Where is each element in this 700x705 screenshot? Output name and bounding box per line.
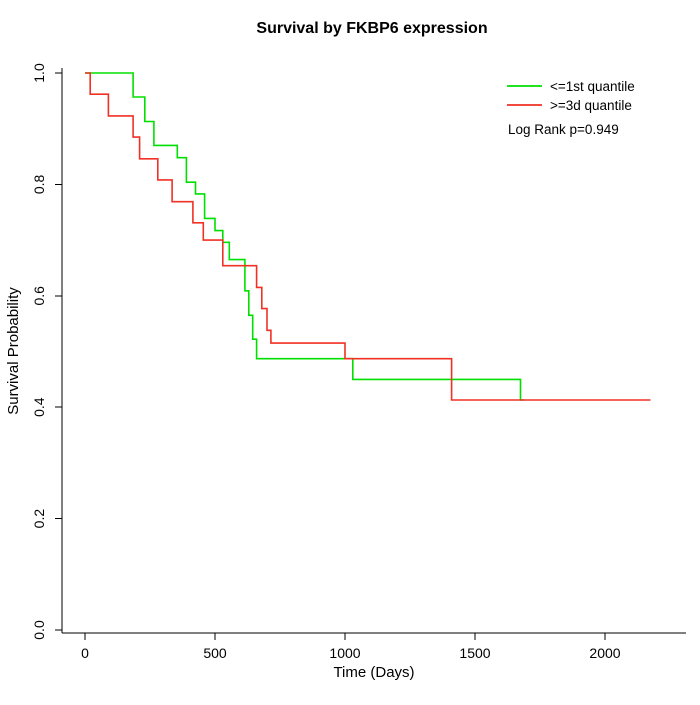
log-rank-pvalue-text: Log Rank p=0.949	[508, 122, 619, 137]
y-tick-label: 0.8	[31, 174, 47, 194]
y-ticks: 0.0 0.2 0.4 0.6 0.8 1.0	[31, 63, 62, 640]
y-axis-label: Survival Probability	[5, 287, 22, 415]
x-tick-label: 2000	[589, 645, 620, 661]
x-axis-label: Time (Days)	[333, 664, 414, 681]
y-tick-label: 0.6	[31, 286, 47, 306]
x-tick-label: 0	[81, 645, 89, 661]
y-tick-label: 0.4	[31, 397, 47, 417]
y-tick-label: 1.0	[31, 63, 47, 83]
x-ticks: 0 500 1000 1500 2000	[81, 633, 621, 661]
series-lines	[85, 72, 651, 401]
y-tick-label: 0.0	[31, 620, 47, 640]
legend-label-high-expression: >=3d quantile	[550, 98, 632, 113]
x-tick-label: 1000	[329, 645, 360, 661]
survival-curve-low-expression	[85, 72, 525, 401]
x-tick-label: 500	[203, 645, 227, 661]
x-tick-label: 1500	[459, 645, 490, 661]
legend: <=1st quantile >=3d quantile Log Rank p=…	[507, 79, 635, 137]
y-tick-label: 0.2	[31, 509, 47, 529]
chart-title: Survival by FKBP6 expression	[256, 20, 487, 37]
survival-curve-high-expression	[85, 72, 651, 401]
legend-label-low-expression: <=1st quantile	[550, 79, 635, 94]
